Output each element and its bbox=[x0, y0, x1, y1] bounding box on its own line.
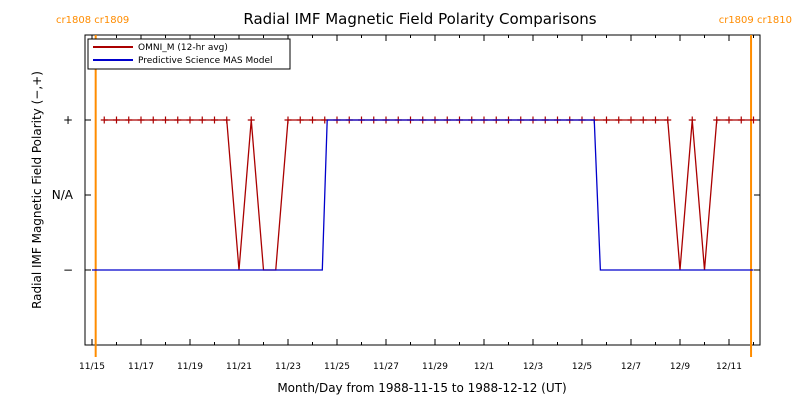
series-line-0 bbox=[104, 119, 754, 271]
carrington-rotation-lines bbox=[94, 35, 753, 357]
x-tick-label: 11/19 bbox=[177, 362, 203, 372]
data-point-marker bbox=[186, 116, 194, 124]
x-tick-label: 11/29 bbox=[422, 362, 448, 372]
data-point-marker bbox=[688, 116, 696, 124]
x-tick-label: 11/27 bbox=[373, 362, 399, 372]
x-tick-label: 12/1 bbox=[474, 362, 494, 372]
data-point-marker bbox=[247, 116, 255, 124]
legend-label-omni: OMNI_M (12-hr avg) bbox=[138, 43, 228, 53]
x-axis-label: Month/Day from 1988-11-15 to 1988-12-12 … bbox=[277, 381, 566, 395]
y-tick-label: + bbox=[63, 113, 73, 127]
x-axis-ticks: 11/15 11/17 11/19 11/21 11/23 11/25 11/27 11/29… bbox=[79, 35, 754, 372]
data-point-marker bbox=[750, 116, 757, 124]
data-point-marker bbox=[198, 116, 206, 124]
data-point-marker bbox=[162, 116, 169, 124]
x-tick-label: 11/23 bbox=[275, 362, 301, 372]
series-lines bbox=[92, 116, 757, 271]
chart-title: Radial IMF Magnetic Field Polarity Compa… bbox=[243, 10, 596, 28]
x-tick-label: 12/5 bbox=[572, 362, 592, 372]
legend: OMNI_M (12-hr avg) Predictive Science MA… bbox=[87, 38, 291, 70]
data-point-marker bbox=[639, 116, 647, 124]
x-tick-label: 11/17 bbox=[128, 362, 154, 372]
x-tick-label: 12/9 bbox=[670, 362, 690, 372]
x-tick-label: 11/21 bbox=[226, 362, 252, 372]
data-point-marker bbox=[113, 116, 120, 124]
legend-label-mas: Predictive Science MAS Model bbox=[138, 56, 273, 66]
x-tick-label: 12/7 bbox=[621, 362, 641, 372]
x-tick-label: 11/25 bbox=[324, 362, 350, 372]
data-point-marker bbox=[137, 116, 145, 124]
plot-area bbox=[84, 34, 761, 346]
data-point-marker bbox=[627, 116, 635, 124]
data-point-marker bbox=[725, 116, 733, 124]
x-tick-label: 11/15 bbox=[79, 362, 105, 372]
data-point-marker bbox=[652, 116, 659, 124]
y-tick-label: − bbox=[63, 263, 73, 277]
data-point-marker bbox=[664, 116, 672, 124]
data-point-marker bbox=[174, 116, 182, 124]
data-point-marker bbox=[223, 116, 231, 124]
x-tick-label: 12/11 bbox=[716, 362, 742, 372]
data-point-marker bbox=[125, 116, 133, 124]
legend-box bbox=[87, 38, 291, 70]
data-point-marker bbox=[149, 116, 157, 124]
x-tick-label: 12/3 bbox=[523, 362, 543, 372]
cr-label-left: cr1808 cr1809 bbox=[56, 15, 129, 26]
data-point-marker bbox=[737, 116, 745, 124]
y-axis-label: Radial IMF Magnetic Field Polarity (−,+) bbox=[30, 71, 44, 309]
y-tick-label: N/A bbox=[52, 188, 74, 202]
data-point-marker bbox=[296, 116, 304, 124]
data-point-marker bbox=[713, 116, 721, 124]
data-point-marker bbox=[211, 116, 218, 124]
data-point-marker bbox=[603, 116, 610, 124]
y-axis-ticks: + N/A − bbox=[52, 113, 760, 277]
data-point-marker bbox=[284, 116, 292, 124]
series-line-1 bbox=[92, 119, 754, 271]
data-point-marker bbox=[100, 116, 108, 124]
data-point-marker bbox=[615, 116, 623, 124]
data-point-marker bbox=[309, 116, 316, 124]
cr-label-right: cr1809 cr1810 bbox=[719, 15, 792, 26]
